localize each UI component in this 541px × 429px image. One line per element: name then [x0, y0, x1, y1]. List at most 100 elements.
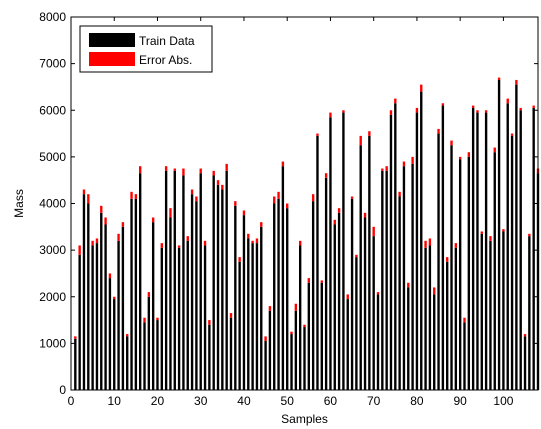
bar-error — [268, 306, 272, 311]
bar-error — [523, 334, 527, 337]
bar-train — [381, 170, 384, 390]
bar-error — [151, 217, 155, 223]
bar-error — [143, 317, 146, 323]
y-tick-label: 5000 — [39, 150, 66, 164]
x-tick-label: 60 — [324, 394, 338, 408]
bar-train — [286, 208, 289, 390]
bar-train — [389, 114, 393, 390]
bar-train — [398, 196, 401, 390]
bar-error — [480, 231, 483, 234]
bar-train — [433, 294, 436, 390]
bar-error — [190, 189, 194, 195]
bar-train — [229, 317, 233, 390]
bar-error — [407, 282, 410, 288]
legend-swatch-train — [89, 33, 135, 47]
x-tick-label: 30 — [194, 394, 208, 408]
bar-train — [324, 177, 328, 390]
bar-error — [368, 131, 371, 136]
legend-label-error: Error Abs. — [139, 53, 192, 67]
bar-error — [489, 236, 492, 241]
bar-train — [376, 294, 380, 390]
bar-train — [420, 91, 423, 390]
bar-train — [78, 254, 81, 390]
bar-error — [433, 287, 436, 295]
bar-train — [519, 110, 522, 390]
bar-error — [186, 236, 189, 241]
bar-train — [497, 79, 501, 390]
bar-train — [415, 112, 419, 390]
bar-error — [350, 196, 354, 199]
bar-error — [281, 161, 285, 167]
bar-train — [311, 201, 315, 390]
bar-error — [121, 222, 125, 227]
x-tick-label: 40 — [237, 394, 251, 408]
bar-error — [139, 166, 142, 174]
bar-train — [121, 226, 125, 390]
bar-train — [143, 322, 146, 390]
bar-error — [126, 334, 129, 337]
bar-error — [277, 191, 280, 199]
bar-train — [385, 170, 388, 390]
bar-error — [394, 98, 397, 104]
bar-error — [411, 156, 414, 164]
bar-train — [255, 243, 259, 390]
bar-error — [221, 184, 224, 190]
bar-train — [208, 324, 211, 390]
bar-error — [502, 229, 505, 232]
bar-error — [113, 296, 116, 300]
bar-error — [147, 292, 151, 297]
bar-error — [117, 233, 120, 241]
bar-train — [294, 310, 298, 390]
bar-error — [389, 110, 393, 115]
bar-train — [147, 296, 151, 390]
bar-train — [446, 261, 449, 390]
bar-train — [402, 166, 406, 390]
bar-train — [510, 135, 514, 390]
bar-train — [91, 245, 94, 390]
bar-train — [104, 224, 107, 390]
x-tick-label: 100 — [493, 394, 513, 408]
bar-train — [424, 247, 427, 390]
bar-train — [242, 215, 246, 390]
bar-error — [91, 240, 94, 246]
bar-train — [458, 159, 462, 390]
bar-error — [458, 156, 462, 160]
bar-train — [273, 203, 276, 390]
bar-train — [333, 224, 336, 390]
bar-error — [307, 278, 311, 283]
bar-error — [164, 166, 168, 171]
legend-label-train: Train Data — [139, 34, 195, 48]
bar-train — [515, 84, 518, 391]
bar-error — [203, 240, 207, 246]
bar-train — [151, 222, 155, 390]
bar-error — [415, 107, 419, 113]
legend-swatch-error — [89, 52, 135, 66]
bar-error — [420, 84, 423, 92]
bar-train — [342, 112, 345, 390]
bar-error — [290, 331, 293, 335]
bar-train — [532, 107, 535, 391]
bar-error — [104, 217, 107, 225]
bar-train — [281, 166, 285, 390]
bar-train — [177, 247, 181, 390]
bar-train — [190, 194, 194, 390]
bar-error — [398, 191, 401, 197]
bar-error — [446, 257, 449, 262]
bar-error — [242, 210, 246, 216]
bar-error — [255, 238, 259, 244]
bar-error — [363, 212, 367, 218]
bar-train — [108, 278, 112, 390]
bar-train — [441, 105, 445, 390]
bar-train — [139, 173, 142, 390]
bar-error — [238, 257, 241, 262]
bar-error — [428, 238, 432, 246]
bar-train — [480, 233, 483, 390]
bar-train — [493, 152, 496, 390]
bar-train — [247, 238, 250, 390]
bar-train — [182, 175, 185, 390]
bar-train — [173, 170, 176, 390]
bar-error — [342, 110, 345, 113]
bar-train — [195, 201, 198, 390]
bar-error — [87, 194, 90, 204]
